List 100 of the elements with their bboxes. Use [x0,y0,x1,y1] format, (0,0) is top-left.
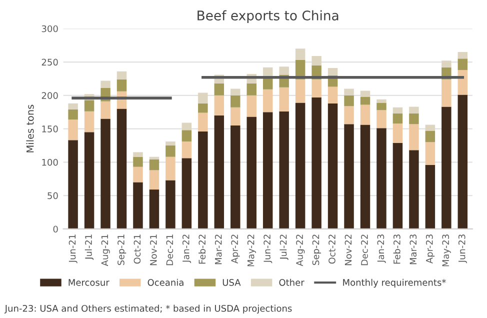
bar [116,71,127,80]
bar [279,66,289,75]
bar [230,95,240,108]
bar [279,111,289,229]
x-tick-label: Oct-21 [134,234,141,264]
bar [133,152,143,157]
x-tick-label: Aug-21 [101,234,110,266]
bar [262,112,273,229]
bar [166,141,176,146]
bar [295,48,306,60]
bar [409,150,419,229]
bar [262,89,273,112]
bar [166,145,176,157]
bar [376,99,386,103]
bar [360,90,370,97]
x-tick-label: Apr-23 [426,234,435,264]
x-tick-label: Nov-21 [150,234,157,266]
bar [409,113,419,124]
bar [198,103,208,113]
legend-label: Other [279,278,304,286]
bar [442,60,452,68]
bar [458,52,468,59]
bar [458,58,468,70]
y-tick-label: 0 [53,226,58,233]
x-tick-label: Dec-21 [166,234,174,266]
bar [312,97,322,229]
bar [116,108,127,229]
y-tick-label: 200 [42,92,58,99]
x-tick-label: Feb-23 [393,234,400,264]
bar [230,107,240,126]
bar [344,106,354,124]
bar [344,95,354,106]
bar [425,164,436,229]
bar [246,116,256,229]
bar [182,158,192,229]
bar [100,101,110,119]
bar [360,124,370,229]
bar [182,122,192,130]
y-axis-title: Miles tons [26,104,34,152]
x-tick-label: Dec-22 [361,234,368,266]
y-tick-label: 150 [42,126,58,132]
bar [442,79,452,107]
x-tick-label: Jun-21 [68,234,78,264]
bar [409,106,419,114]
x-tick-label: Sep-22 [312,234,321,265]
bar [312,56,322,66]
bar [458,94,468,229]
bar [328,103,338,229]
bar [279,87,289,112]
bar [149,160,160,170]
x-tick-label: Jun-22 [264,234,272,264]
bar [344,88,354,96]
bar [328,86,338,104]
x-tick-label: Aug-22 [296,234,305,266]
text: Jun-23: USA and Others estimated; * based in USDA projections [4,304,292,314]
bar [149,190,160,229]
bar [246,83,256,96]
bar [295,79,306,103]
bar [392,113,403,124]
bar [409,124,419,150]
bar [68,140,78,229]
bar [214,83,224,96]
bar [182,141,192,158]
x-tick-label: Apr-22 [231,234,240,264]
bar [295,102,306,229]
bar [376,110,386,128]
bar [425,130,436,142]
bar [68,119,78,140]
bar [100,80,110,88]
x-tick-label: Jul-21 [84,234,94,260]
bar [392,107,403,114]
bar [214,95,224,116]
bar [84,111,94,132]
legend-label: Monthly requirements* [343,278,446,288]
legend-label: Mercosur [68,279,110,286]
x-tick-label: Feb-22 [198,234,206,264]
bar [328,68,338,76]
bar [198,92,208,104]
x-tick-label: Oct-22 [328,234,336,264]
x-tick-label: Mar-23 [410,234,417,264]
bar [68,109,78,120]
bar [133,156,143,167]
chart-title: Beef exports to China [198,10,338,24]
bar [116,79,127,92]
bar [149,170,160,190]
x-tick-label: Mar-22 [214,234,222,264]
bar [360,104,370,125]
bar [246,95,256,117]
x-tick-label: May-23 [442,234,451,266]
bar [376,128,386,229]
y-tick-label: 250 [42,58,58,66]
bar [198,112,208,132]
bar [198,131,208,229]
legend-label: USA [222,279,241,286]
x-tick-label: Jan-23 [377,234,386,263]
bar [84,132,94,229]
bar [133,182,143,229]
bar [84,100,94,112]
bar [182,130,192,142]
x-tick-label: Jan-22 [182,234,191,263]
